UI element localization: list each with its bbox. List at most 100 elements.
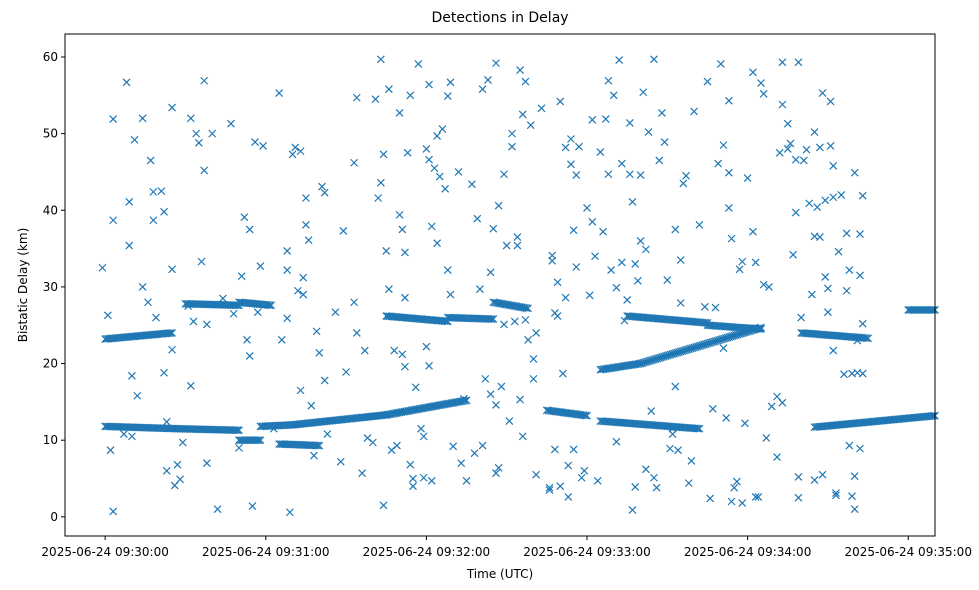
data-point [339,227,348,235]
data-point [730,483,739,492]
data-point [821,273,830,281]
data-point [352,328,361,337]
data-point [522,304,531,313]
data-point [320,188,329,197]
data-point [350,298,359,307]
data-point [791,208,800,217]
data-point [202,320,211,329]
data-point [516,66,525,74]
data-point [553,312,562,320]
data-point [826,97,835,106]
data-point [368,438,377,447]
data-point [320,376,329,385]
data-point [213,505,222,514]
data-point [537,104,546,113]
data-point [409,474,417,483]
data-point [486,315,494,323]
data-point [492,59,500,68]
data-point [433,239,442,248]
data-point [352,93,361,102]
data-point [462,476,471,485]
data-point [532,328,541,337]
data-point [663,276,672,284]
data-point [168,265,177,274]
data-point [443,92,452,101]
data-point [585,291,594,300]
data-point [545,486,554,494]
data-point [518,432,527,441]
data-point [414,59,423,68]
data-point [719,141,728,150]
data-point [636,237,645,245]
data-point [508,129,516,138]
data-point [810,476,819,484]
data-point [168,345,177,354]
data-point [628,197,637,206]
data-point [815,143,824,152]
data-point [727,497,736,506]
y-tick-label: 40 [43,203,58,217]
data-point [695,424,704,433]
data-point [671,382,680,391]
data-point [649,55,658,64]
data-point [103,311,112,320]
data-point [130,135,139,144]
data-point [275,89,284,97]
data-point [251,138,259,146]
data-point [612,283,621,292]
data-point [489,315,498,324]
data-point [422,145,431,153]
data-point [845,266,854,274]
data-point [676,256,685,265]
data-point [601,115,610,123]
data-point [671,225,680,234]
data-point [253,308,262,317]
data-point [625,170,634,179]
data-point [194,138,203,147]
data-point [189,317,198,326]
data-point [791,155,800,164]
data-point [398,350,407,359]
data-point [299,273,308,282]
data-point [152,313,160,322]
data-point [658,109,666,117]
data-point [307,401,316,410]
data-point [826,141,835,150]
data-point [296,147,305,156]
data-point [454,168,463,176]
data-point [732,477,741,486]
data-point [283,314,292,323]
data-point [422,342,431,351]
data-point [842,229,851,238]
data-point [243,335,251,344]
data-point [313,441,322,450]
data-point [304,236,313,245]
data-point [235,443,243,452]
data-point [184,302,193,311]
data-point [417,424,425,433]
data-point [813,203,822,212]
data-point [561,293,570,302]
data-point [577,473,586,482]
data-point [419,432,428,441]
data-point [564,461,573,470]
chart-title: Detections in Delay [431,10,568,26]
data-point [778,58,787,67]
data-point [237,272,246,281]
data-point [254,436,263,445]
data-point [263,301,272,309]
data-point [556,97,565,106]
data-point [497,382,506,391]
data-point [219,294,227,303]
data-point [684,479,693,488]
data-point [446,78,455,87]
data-point [256,262,265,271]
data-point [927,412,936,420]
data-point [492,469,500,478]
data-point [125,241,134,250]
data-point [360,346,369,355]
data-point [649,473,658,482]
data-point [633,276,642,285]
data-point [829,161,838,170]
